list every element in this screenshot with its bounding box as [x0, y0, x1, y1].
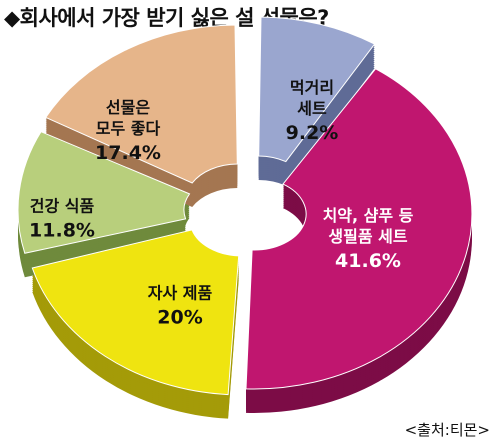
slice-5-value-label: 17.4%: [95, 142, 161, 164]
slice-2-wedge: [245, 68, 473, 390]
slice-5-label: 선물은: [106, 98, 150, 117]
slice-1-label: 먹거리: [290, 78, 334, 97]
slice-4-wedge: [17, 131, 191, 254]
slice-2-label: 치약, 샴푸 등: [323, 206, 414, 225]
slice-4-value-label: 11.8%: [29, 220, 95, 242]
slice-4-label: 건강 식품: [30, 197, 95, 216]
slice-1-value-label: 9.2%: [286, 122, 339, 144]
slice-5-wedge: [45, 24, 238, 184]
slice-5-label: 모두 좋다: [96, 119, 161, 138]
source-text: <출처:티몬>: [404, 421, 490, 439]
slice-2-label: 생필품 세트: [328, 227, 407, 246]
slice-1-label: 세트: [297, 99, 327, 118]
slice-3-value-label: 20%: [157, 307, 202, 329]
slice-2-value-label: 41.6%: [335, 250, 401, 272]
slice-3-label: 자사 제품: [148, 284, 213, 303]
slice-1-wedge: [258, 16, 376, 163]
slice-3-wedge: [31, 229, 240, 396]
donut-slices: [17, 16, 473, 396]
